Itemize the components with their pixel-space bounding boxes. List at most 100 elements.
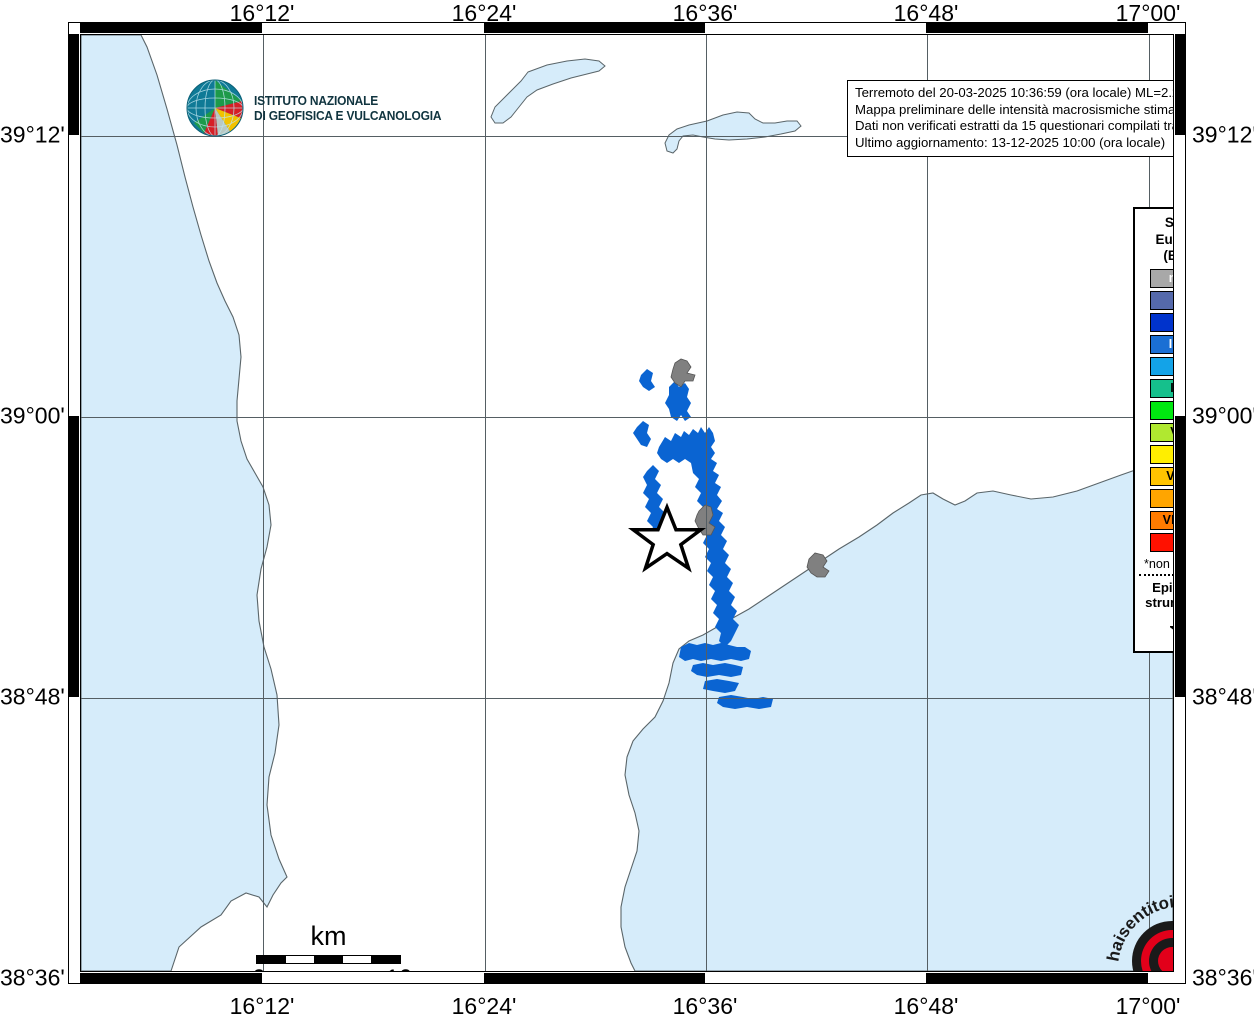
legend-item-v[interactable]: V (1149, 400, 1173, 420)
ingv-line-2: DI GEOFISICA E VULCANOLOGIA (254, 108, 442, 123)
na-localities (670, 358, 830, 578)
map-border-bottom (68, 972, 1186, 984)
graticule-lat-39-12 (81, 136, 1173, 137)
info-line-1: Terremoto del 20-03-2025 10:36:59 (ora l… (855, 85, 1173, 100)
legend-item-label: VIII (1173, 535, 1174, 549)
tyrrhenian-sea-polygon (81, 35, 288, 971)
axis-label-bottom-0: 16°12' (229, 993, 295, 1019)
axis-label-left-1: 39°00' (0, 402, 65, 429)
graticule-lon-16-48 (927, 35, 928, 971)
border-tick-top-2 (484, 23, 705, 33)
border-tick-top-0 (80, 23, 262, 33)
legend-item-v-vi[interactable]: V-VI (1149, 422, 1173, 442)
border-tick-right-2 (1175, 416, 1185, 697)
graticule-lon-16-36 (706, 35, 707, 971)
border-tick-bottom-0 (80, 973, 262, 983)
legend-item-vi-vii[interactable]: VI-VII (1149, 466, 1174, 486)
legend-item-n-a-[interactable]: n.a.* (1149, 268, 1173, 288)
legend-item-label: IV-V (1170, 380, 1174, 395)
legend-item-viii[interactable]: VIII (1149, 532, 1174, 552)
locality-na-east (806, 552, 830, 578)
axis-label-bottom-1: 16°24' (451, 993, 517, 1019)
graticule-lon-16-12 (263, 35, 264, 971)
axis-label-top-3: 16°48' (893, 0, 959, 26)
map-geography (81, 35, 1173, 971)
legend-title-line-3: (EMS) (1163, 248, 1173, 263)
ingv-globe-icon (186, 79, 244, 137)
scale-bar-segments (256, 955, 401, 964)
ionian-sea-polygon (620, 459, 1173, 971)
scale-tick-start: 0 (252, 965, 265, 971)
legend-item-ii[interactable]: II (1149, 290, 1173, 310)
border-tick-bottom-4 (926, 973, 1148, 983)
axis-label-right-0: 39°12' (1192, 121, 1254, 148)
axis-label-bottom-4: 17°00' (1115, 993, 1181, 1019)
lago-sud-polygon (664, 111, 802, 154)
legend-item-label: V-VI (1170, 425, 1173, 439)
legend-item-label: III-IV (1168, 336, 1173, 351)
axis-label-right-3: 38°36' (1192, 964, 1254, 991)
info-line-2: Mappa preliminare delle intensità macros… (855, 101, 1174, 117)
legend-title-line-1: Scala (1164, 215, 1174, 230)
haisentitoilterremoto-logo[interactable]: ? haisentitoilterremoto .it www. (1106, 883, 1174, 972)
scale-bar: km 0 10 (252, 921, 412, 971)
scale-seg-3 (314, 956, 344, 963)
axis-label-left-0: 39°12' (0, 121, 65, 148)
legend-epicenter-star-icon (1135, 617, 1173, 643)
scale-seg-5 (372, 956, 400, 963)
scale-seg-4 (343, 956, 373, 963)
axis-label-bottom-2: 16°36' (672, 993, 738, 1019)
border-tick-top-4 (926, 23, 1148, 33)
axis-label-top-1: 16°24' (451, 0, 517, 26)
scale-seg-2 (285, 956, 315, 963)
locality-na-center (694, 504, 716, 536)
border-tick-left-0 (69, 34, 79, 135)
map-border-top (68, 22, 1186, 34)
legend-title-line-2: Europea (1155, 231, 1173, 247)
legend-epicenter-line-1: Epicentro (1152, 579, 1173, 595)
legend-item-iii[interactable]: III (1149, 312, 1173, 332)
event-info-box: Terremoto del 20-03-2025 10:36:59 (ora l… (847, 80, 1174, 157)
axis-label-top-0: 16°12' (229, 0, 295, 26)
map-plot-area[interactable]: ISTITUTO NAZIONALE DI GEOFISICA E VULCAN… (80, 34, 1174, 972)
scale-bar-ticks: 0 10 (252, 965, 412, 971)
legend-item-iv[interactable]: IV (1149, 356, 1173, 376)
map-frame: ISTITUTO NAZIONALE DI GEOFISICA E VULCAN… (68, 22, 1186, 984)
ingv-logo-text: ISTITUTO NAZIONALE DI GEOFISICA E VULCAN… (254, 93, 441, 124)
ems-intensity-legend: Scala Europea (EMS) n.a.* IIIII III-IV IV IV… (1133, 207, 1174, 653)
axis-label-right-2: 38°48' (1192, 683, 1254, 710)
graticule-lat-39-00 (81, 417, 1173, 418)
epicenter-star-icon[interactable] (627, 502, 707, 573)
scale-seg-1 (257, 956, 286, 963)
graticule-lat-38-48 (81, 698, 1173, 699)
map-border-right (1174, 22, 1186, 984)
lago-nord-polygon (490, 58, 606, 124)
axis-label-right-1: 39°00' (1192, 402, 1254, 429)
legend-item-label: VI-VII (1166, 468, 1174, 483)
ingv-logo: ISTITUTO NAZIONALE DI GEOFISICA E VULCAN… (184, 77, 458, 139)
legend-item-iii-iv[interactable]: III-IV (1149, 334, 1173, 354)
legend-item-vii[interactable]: VII (1149, 488, 1173, 508)
legend-divider (1139, 573, 1173, 576)
locality-na-north (670, 358, 696, 388)
legend-item-iv-v[interactable]: IV-V (1149, 378, 1174, 398)
ingv-line-1: ISTITUTO NAZIONALE (254, 92, 379, 108)
legend-epicenter-line-2: strumentale (1145, 595, 1173, 610)
legend-item-label: n.a.* (1169, 271, 1173, 285)
scale-bar-unit: km (310, 921, 347, 951)
legend-epicenter-title: Epicentro strumentale (1135, 579, 1173, 611)
scale-tick-end: 10 (386, 965, 413, 971)
axis-label-left-2: 38°48' (0, 683, 65, 710)
graticule-lon-16-24 (485, 35, 486, 971)
legend-item-vi[interactable]: VI (1149, 444, 1173, 464)
axis-label-top-2: 16°36' (672, 0, 738, 26)
border-tick-left-2 (69, 416, 79, 697)
axis-label-top-4: 17°00' (1115, 0, 1181, 26)
legend-item-vii-viii[interactable]: VII-VIII (1149, 510, 1173, 530)
legend-title: Scala Europea (EMS) (1135, 215, 1174, 265)
map-border-left (68, 22, 80, 984)
legend-footnote: *non avvertito (1143, 556, 1173, 571)
legend-swatch-list: n.a.* IIIII III-IV IV IV-V V V-VI VI VI-VII VII VI… (1135, 268, 1174, 552)
border-tick-bottom-2 (484, 973, 705, 983)
